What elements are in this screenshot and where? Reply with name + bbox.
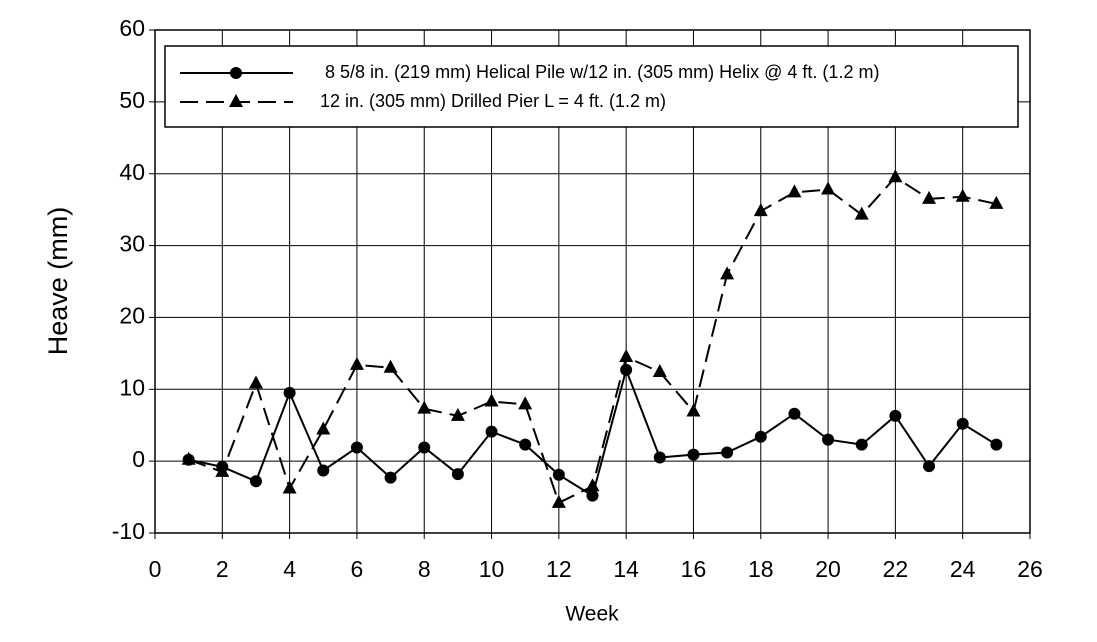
data-point: [518, 396, 533, 410]
data-point: [822, 433, 835, 446]
data-point: [181, 451, 196, 465]
data-point: [552, 468, 565, 481]
y-tick-label: -10: [112, 518, 145, 544]
data-point: [316, 421, 331, 435]
data-point: [519, 438, 532, 451]
x-tick-label: 16: [681, 556, 707, 582]
data-point: [384, 471, 397, 484]
legend-label: 12 in. (305 mm) Drilled Pier L = 4 ft. (…: [320, 91, 666, 111]
y-tick-label: 10: [119, 374, 145, 400]
data-point: [721, 446, 734, 459]
legend-box: [164, 45, 1019, 128]
data-point: [418, 441, 431, 454]
series-line: [188, 176, 997, 505]
data-point: [855, 438, 868, 451]
series-line: [188, 366, 997, 498]
x-tick-label: 8: [418, 556, 431, 582]
data-point: [215, 463, 230, 477]
data-point: [249, 475, 262, 488]
data-point: [888, 169, 903, 183]
data-point: [450, 407, 465, 421]
data-point: [383, 359, 398, 373]
data-point: [317, 464, 330, 477]
data-point: [586, 489, 599, 502]
x-axis-label: Week: [565, 603, 619, 626]
y-axis-label: Heave (mm): [43, 207, 73, 356]
x-tick-label: 2: [216, 556, 229, 582]
x-tick-label: 22: [883, 556, 909, 582]
y-tick-label: 50: [119, 87, 145, 113]
data-point: [922, 190, 937, 204]
x-tick-label: 26: [1017, 556, 1043, 582]
data-point: [417, 400, 432, 414]
data-point: [787, 184, 802, 198]
data-point: [889, 409, 902, 422]
y-tick-label: 0: [132, 446, 145, 472]
data-point: [989, 195, 1004, 209]
x-tick-label: 6: [351, 556, 364, 582]
y-tick-label: 30: [119, 231, 145, 257]
data-point: [653, 451, 666, 464]
x-tick-label: 24: [950, 556, 976, 582]
data-point: [955, 188, 970, 202]
y-tick-label: 40: [119, 159, 145, 185]
x-tick-label: 12: [546, 556, 572, 582]
x-tick-label: 20: [815, 556, 841, 582]
data-point: [619, 348, 634, 362]
legend-label: 8 5/8 in. (219 mm) Helical Pile w/12 in.…: [320, 62, 879, 82]
x-tick-label: 4: [283, 556, 296, 582]
data-point: [923, 460, 936, 473]
data-point: [652, 364, 667, 378]
x-tick-label: 10: [479, 556, 505, 582]
data-point: [349, 356, 364, 370]
data-point: [551, 494, 566, 508]
y-tick-label: 60: [119, 15, 145, 41]
data-point: [753, 203, 768, 217]
data-point: [451, 468, 464, 481]
y-tick-label: 20: [119, 303, 145, 329]
data-point: [854, 206, 869, 220]
legend-marker: [229, 94, 243, 107]
plot-frame: [154, 29, 1031, 534]
data-point: [484, 393, 499, 407]
x-tick-label: 0: [149, 556, 162, 582]
data-point: [686, 403, 701, 417]
data-point: [687, 448, 700, 461]
data-point: [720, 266, 735, 280]
data-point: [754, 430, 767, 443]
x-tick-label: 18: [748, 556, 774, 582]
data-point: [282, 480, 297, 494]
data-point: [821, 181, 836, 195]
data-point: [248, 375, 263, 389]
x-tick-label: 14: [613, 556, 639, 582]
data-point: [283, 386, 296, 399]
data-point: [350, 441, 363, 454]
data-point: [956, 417, 969, 430]
data-point: [990, 438, 1003, 451]
legend-marker: [230, 67, 242, 79]
data-point: [788, 407, 801, 420]
data-point: [585, 478, 600, 492]
data-point: [485, 425, 498, 438]
